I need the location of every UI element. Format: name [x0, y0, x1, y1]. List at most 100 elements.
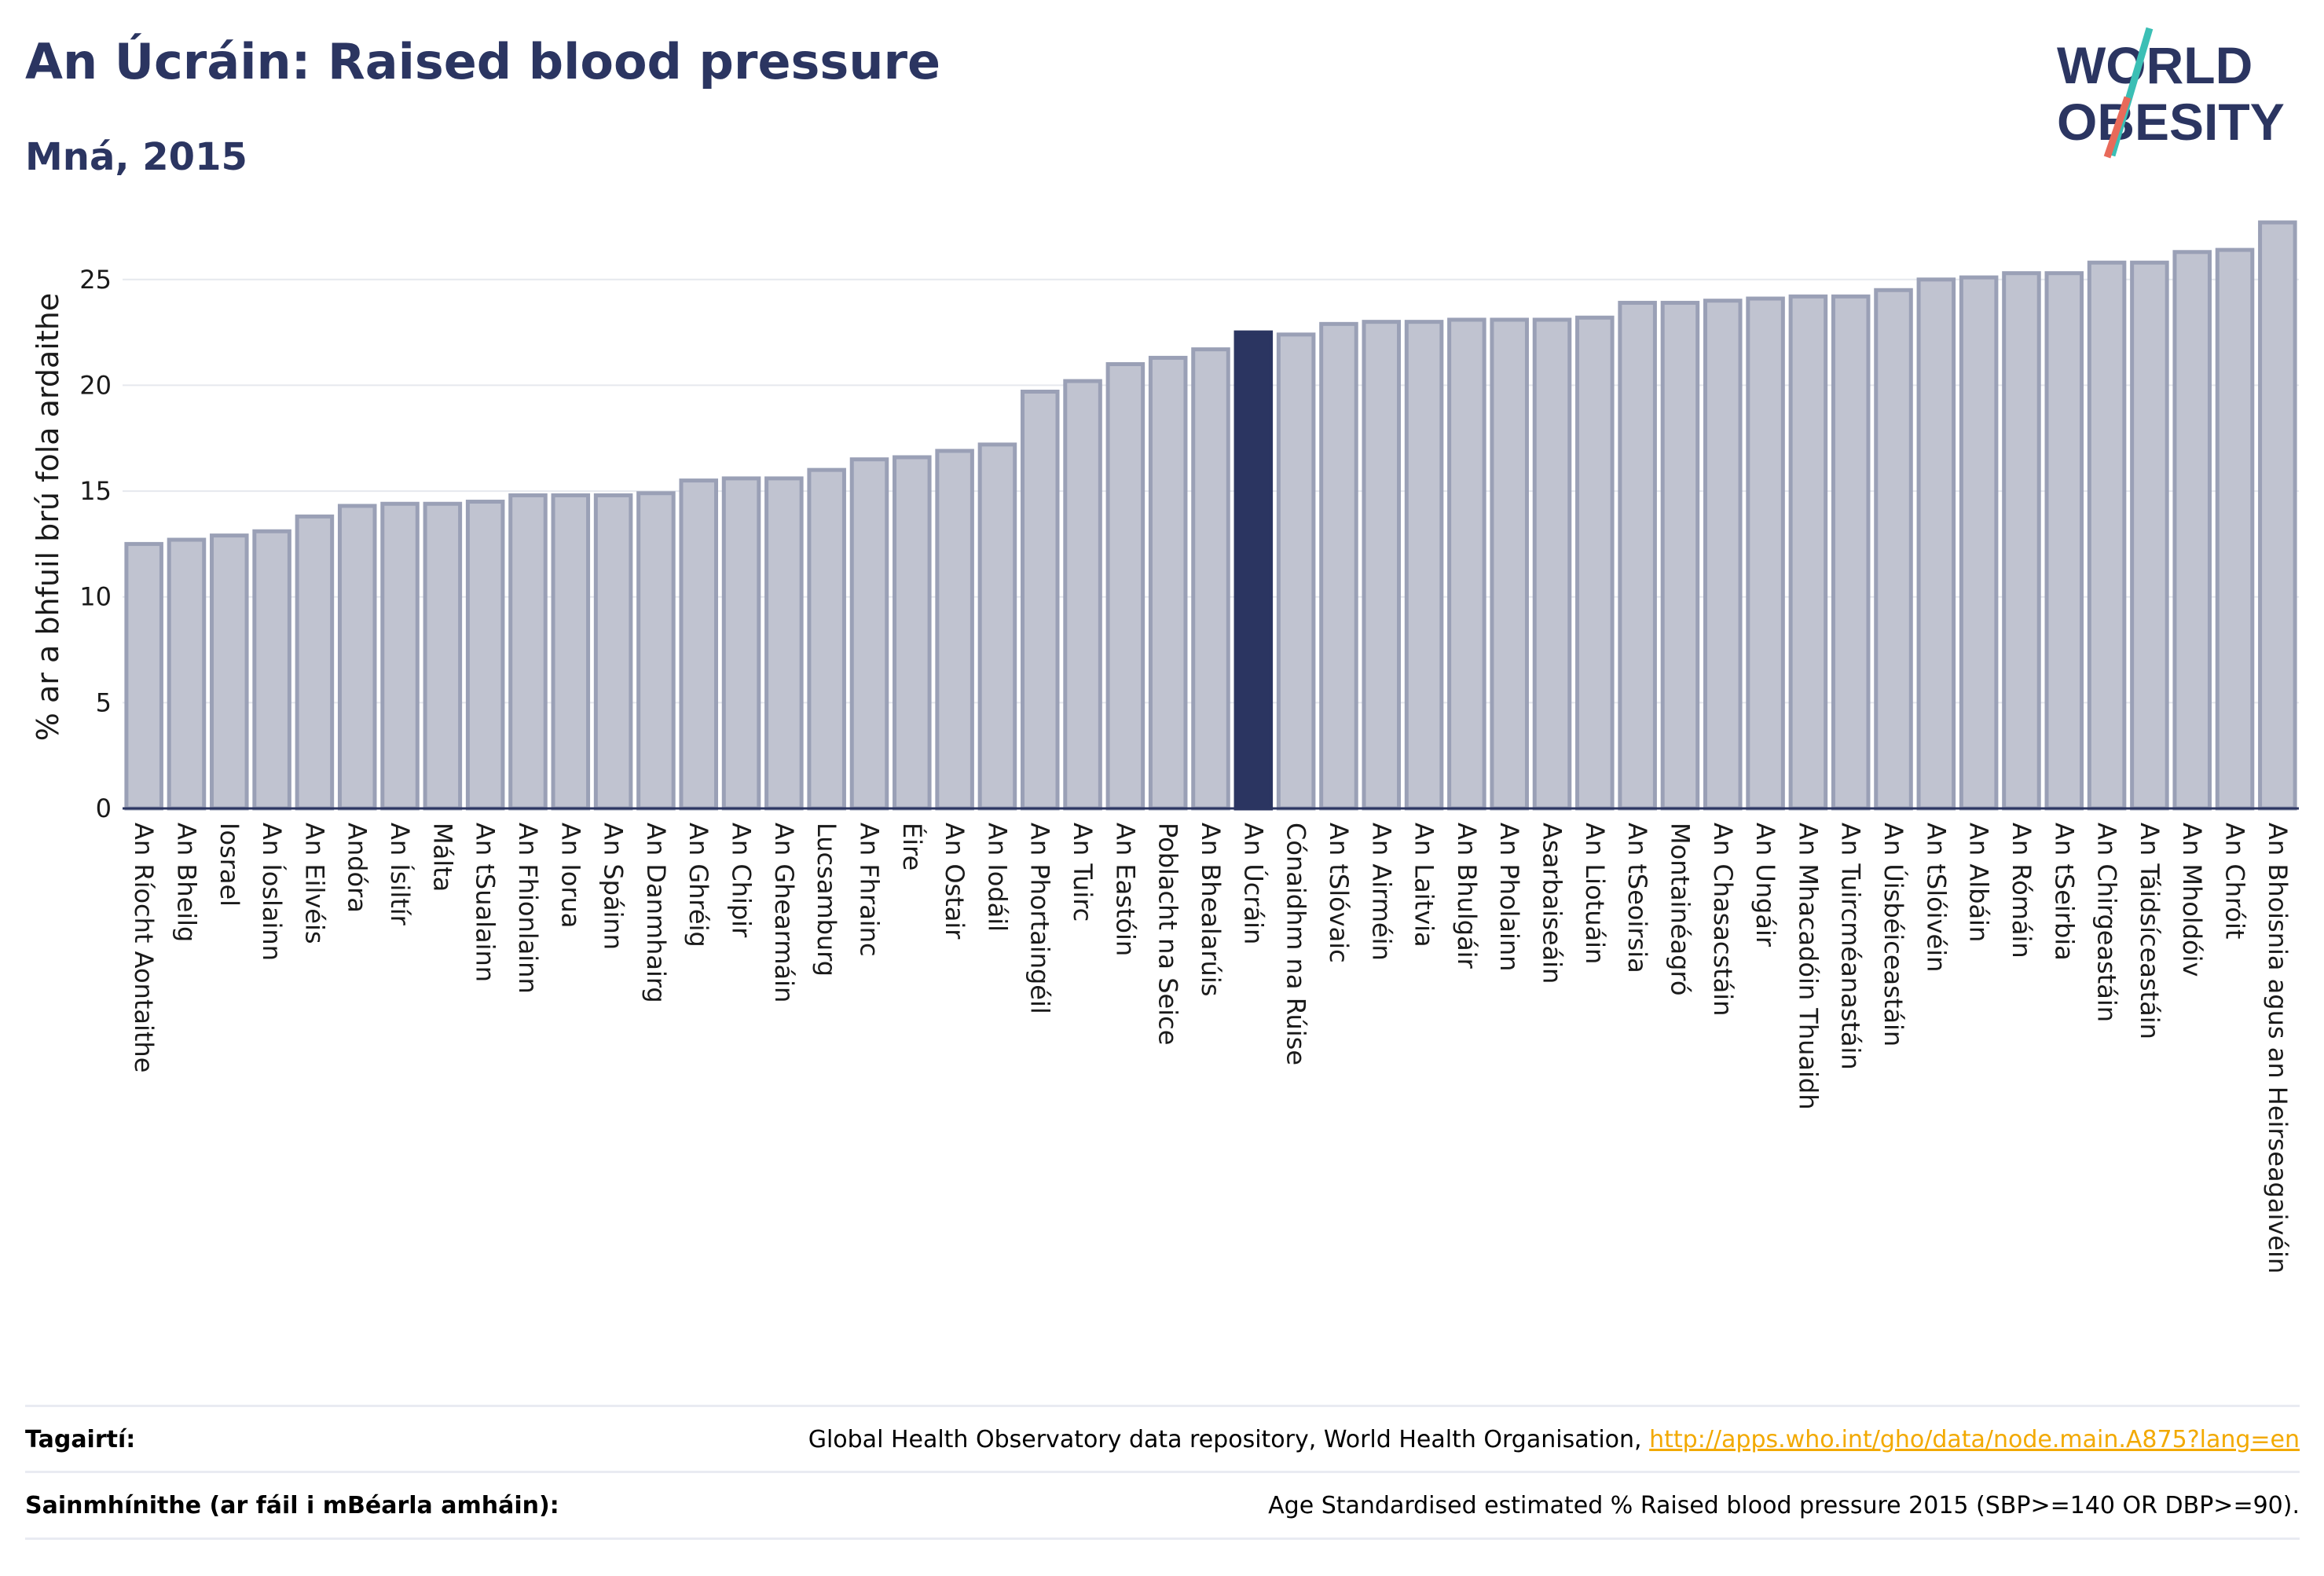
x-tick-label: An Fhrainc — [854, 823, 884, 957]
bar — [2002, 271, 2041, 811]
chart-subtitle: Mná, 2015 — [25, 135, 247, 179]
bar — [2044, 271, 2084, 811]
bar-highlight — [1233, 330, 1274, 811]
x-tick-label: An tSualainn — [471, 823, 500, 982]
bar — [1447, 317, 1486, 811]
x-tick-label: An Airméin — [1366, 823, 1396, 961]
bar — [2215, 247, 2255, 811]
bar — [1703, 299, 1743, 811]
footer-definitions: Sainmhínithe (ar fáil i mBéarla amháin):… — [25, 1471, 2300, 1540]
x-tick-label: An Pholainn — [1494, 823, 1524, 971]
x-tick-label: Cónaidhm na Rúise — [1281, 823, 1311, 1065]
world-obesity-logo: WORLD OBESITY — [2057, 27, 2285, 159]
bar — [893, 455, 932, 811]
x-tick-label: An Laitvia — [1409, 823, 1439, 947]
x-tick-label: An Ísiltír — [385, 823, 415, 926]
bar — [1788, 294, 1828, 811]
references-label: Tagairtí: — [25, 1425, 136, 1453]
x-tick-label: An Liotuáin — [1580, 823, 1610, 964]
bar — [1660, 300, 1700, 811]
x-tick-label: An Ríocht Aontaithe — [129, 823, 159, 1072]
y-tick-label: 20 — [79, 370, 112, 400]
x-tick-label: An Ghearmáin — [769, 823, 799, 1002]
x-tick-label: An Mholdóiv — [2177, 823, 2207, 977]
x-tick-label: An Ghréig — [684, 823, 713, 947]
x-tick-label: An Tuirc — [1068, 823, 1098, 922]
x-tick-label: Málta — [427, 823, 457, 892]
bar — [1959, 275, 1999, 811]
x-tick-label: An Spáinn — [599, 823, 629, 950]
bar — [1148, 355, 1188, 811]
x-tick-label: An Táidsíceastáin — [2135, 823, 2165, 1039]
x-tick-label: An Ostair — [940, 823, 970, 940]
x-tick-label: Andóra — [343, 823, 372, 913]
x-tick-label: Asarbaiseáin — [1538, 823, 1567, 984]
bar — [1532, 317, 1572, 811]
y-tick-label: 10 — [79, 582, 112, 612]
x-tick-label: Lucsamburg — [812, 823, 841, 977]
chart-title: An Úcráin: Raised blood pressure — [25, 33, 941, 90]
y-tick-label: 0 — [96, 793, 112, 823]
x-tick-label: An Phortaingéil — [1025, 823, 1055, 1014]
x-tick-label: An Eilvéis — [299, 823, 329, 944]
bars — [124, 220, 2297, 811]
x-tick-label: An tSlóvaic — [1324, 823, 1354, 963]
x-tick-label: An tSeirbia — [2049, 823, 2079, 961]
bar — [1618, 300, 1657, 811]
bar — [1404, 320, 1444, 811]
x-tick-label: An Tuircméanastáin — [1836, 823, 1866, 1070]
definitions-text: Age Standardised estimated % Raised bloo… — [1268, 1491, 2300, 1519]
bar — [764, 476, 804, 811]
x-tick-label: An tSeoirsia — [1622, 823, 1652, 973]
y-tick-label: 5 — [96, 687, 112, 717]
bar — [1575, 315, 1615, 811]
x-tick-label: An Iodáil — [982, 823, 1012, 932]
x-tick-label: An Fhionlainn — [513, 823, 543, 994]
bar — [1362, 320, 1402, 811]
x-tick-label: An Albáin — [1964, 823, 1994, 942]
x-tick-label: An Bhulgáir — [1452, 823, 1482, 969]
bar — [210, 533, 249, 811]
logo-slash-coral — [2103, 96, 2132, 159]
bar — [1831, 294, 1871, 811]
bar — [1319, 321, 1358, 811]
bar — [1063, 379, 1102, 811]
bar — [124, 541, 163, 811]
x-tick-label: An Íoslainn — [257, 823, 287, 961]
x-tick-label: An Bhealarúis — [1196, 823, 1226, 996]
x-tick-label: Iosrael — [214, 823, 244, 907]
bar — [508, 493, 548, 811]
bar — [1874, 288, 1913, 811]
bar — [1916, 277, 1956, 811]
bar — [1020, 390, 1060, 811]
bar-chart: 0 5 10 15 20 25 An Ríocht Aontaithe An Bheilg I… — [31, 220, 2299, 1274]
bar — [380, 501, 420, 811]
y-axis-ticks: 0 5 10 15 20 25 — [79, 265, 112, 823]
x-tick-label: An Bhoisnia agus an Heirseagaivéin — [2263, 823, 2293, 1274]
bar — [1746, 296, 1785, 811]
x-tick-label: An Mhacadóin Thuaidh — [1793, 823, 1823, 1109]
logo-line1: WORLD — [2057, 36, 2253, 94]
bar — [1276, 332, 1316, 811]
bar — [849, 457, 889, 811]
bar — [337, 504, 377, 811]
bar — [1105, 362, 1146, 811]
references-text: Global Health Observatory data repositor… — [808, 1425, 1642, 1453]
x-tick-label: An Iorua — [555, 823, 585, 928]
bar — [935, 449, 974, 811]
x-tick-label: Éire — [897, 823, 927, 870]
x-tick-label: An Danmhairg — [641, 823, 671, 1003]
bar — [252, 529, 291, 811]
footer-references: Tagairtí: Global Health Observatory data… — [25, 1405, 2300, 1472]
bar — [2087, 260, 2127, 811]
bar — [2130, 260, 2169, 811]
bar — [807, 467, 846, 811]
y-tick-label: 25 — [79, 265, 112, 295]
x-tick-label: Poblacht na Seice — [1153, 823, 1183, 1045]
y-axis-label: % ar a bhfuil brú fola ardaithe — [31, 293, 65, 741]
bar — [2172, 250, 2212, 811]
references-link[interactable]: http://apps.who.int/gho/data/node.main.A… — [1649, 1425, 2300, 1453]
x-tick-label: An Bheilg — [171, 823, 201, 942]
x-tick-label: An Eastóin — [1110, 823, 1140, 956]
bar — [1191, 347, 1230, 811]
